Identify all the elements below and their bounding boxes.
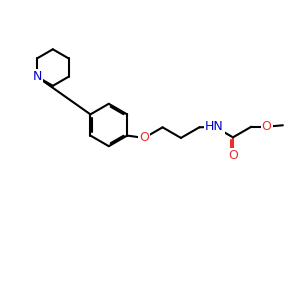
Text: N: N bbox=[32, 70, 42, 83]
Text: HN: HN bbox=[205, 120, 224, 133]
Text: O: O bbox=[139, 131, 149, 144]
Text: O: O bbox=[262, 120, 272, 133]
Text: O: O bbox=[228, 149, 238, 162]
